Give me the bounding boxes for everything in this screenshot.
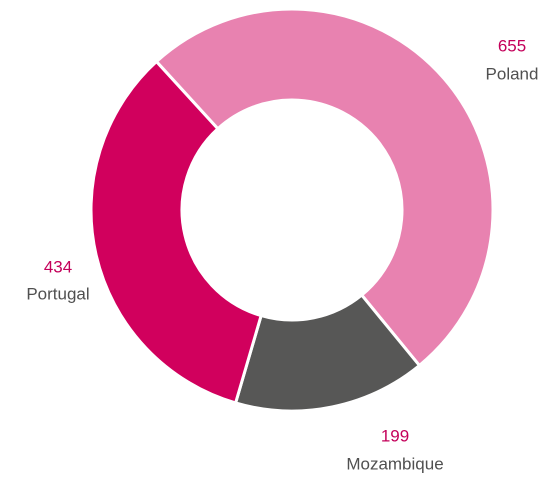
category-label: Mozambique xyxy=(346,454,443,473)
data-label: 199 xyxy=(381,426,409,445)
donut-slice xyxy=(89,59,263,405)
donut-slice xyxy=(154,7,495,368)
category-label: Poland xyxy=(486,64,539,83)
data-label: 655 xyxy=(498,36,526,55)
data-label: 434 xyxy=(44,257,72,276)
category-label: Portugal xyxy=(26,284,89,303)
